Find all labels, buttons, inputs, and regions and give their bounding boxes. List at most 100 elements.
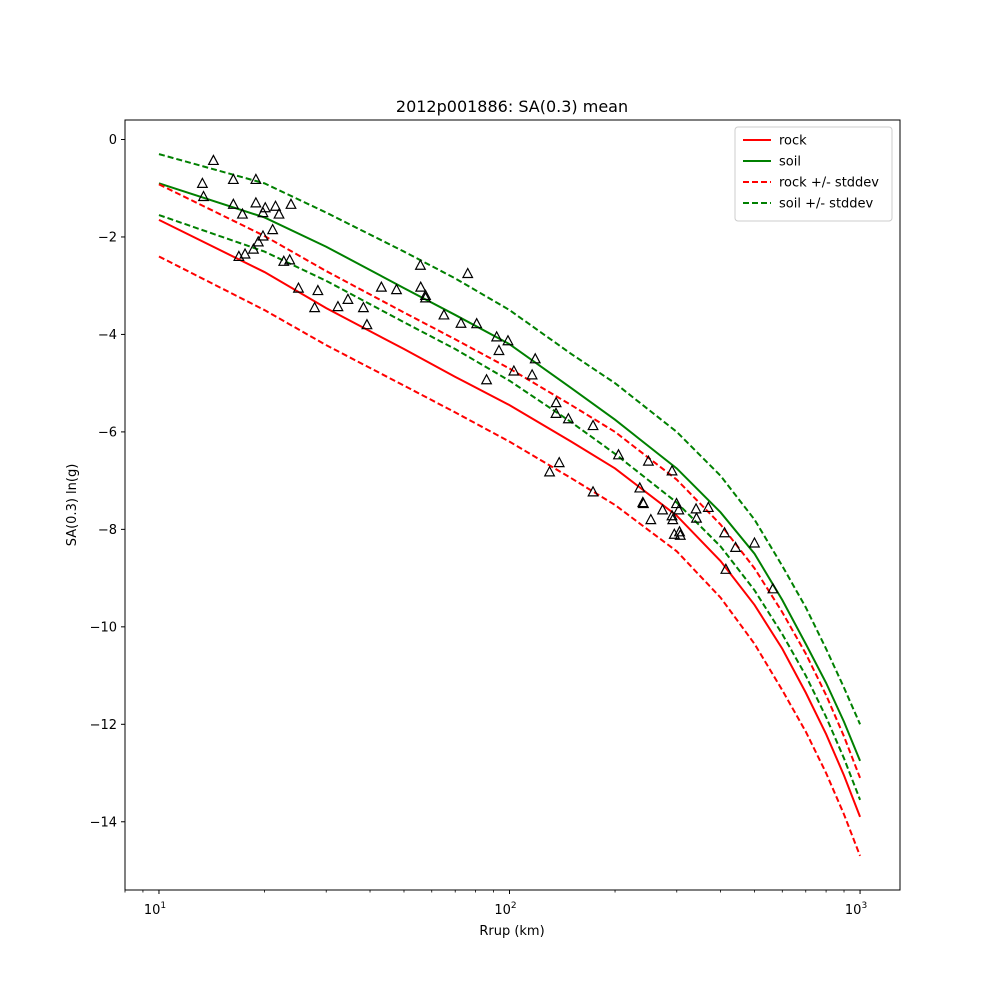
observation-point <box>414 258 427 270</box>
observation-point <box>672 503 685 515</box>
observation-point <box>490 330 503 342</box>
observation-point <box>375 280 388 292</box>
observation-point <box>645 513 657 525</box>
observation-point <box>720 563 732 574</box>
observation-point <box>285 198 297 209</box>
observation-point <box>633 481 646 493</box>
observation-point <box>550 396 562 408</box>
y-tick-label: −8 <box>98 523 117 538</box>
observation-point <box>673 525 686 537</box>
observation-point <box>236 207 249 219</box>
observation-point <box>666 509 678 521</box>
y-tick-label: −12 <box>90 718 117 733</box>
observation-point <box>529 352 542 364</box>
observation-point <box>543 465 556 477</box>
observation-point <box>674 528 687 540</box>
observation-point <box>612 448 625 460</box>
legend-box <box>734 126 893 222</box>
observation-point <box>269 199 282 211</box>
observation-point <box>419 289 432 301</box>
observation-point <box>702 501 715 513</box>
y-tick-label: −14 <box>90 815 117 830</box>
observation-point <box>196 177 209 188</box>
observation-point <box>308 301 321 313</box>
observation-point <box>207 154 220 166</box>
observation-point <box>312 284 324 296</box>
x-axis-label: Rrup (km) <box>479 924 544 939</box>
observation-point <box>332 300 344 312</box>
chart-title: 2012p001886: SA(0.3) mean <box>396 97 628 116</box>
observation-point <box>666 513 679 525</box>
observation-point <box>250 173 262 185</box>
observation-point <box>227 173 240 185</box>
plot-frame <box>124 119 901 891</box>
observation-point <box>470 317 483 329</box>
plot-content <box>158 153 861 857</box>
observation-point <box>257 206 269 218</box>
observation-point <box>414 280 427 292</box>
observation-point <box>266 223 279 235</box>
y-tick-label: −10 <box>90 620 117 635</box>
observation-point <box>390 283 403 295</box>
observation-point <box>247 242 260 254</box>
x-tick-label: 103 <box>845 901 867 918</box>
observation-point <box>508 364 520 376</box>
series-line-1 <box>158 182 861 762</box>
observation-point <box>718 526 731 538</box>
observation-point <box>233 250 245 262</box>
observation-point <box>252 235 265 247</box>
observation-point <box>690 511 703 523</box>
legend-label: rock +/- stddev <box>779 176 879 191</box>
observation-point <box>342 293 354 304</box>
series-line-3 <box>158 183 861 779</box>
observation-point <box>361 318 373 330</box>
observation-point <box>668 527 681 539</box>
observation-point <box>292 281 305 293</box>
series-line-5 <box>158 153 861 725</box>
observation-point <box>283 253 296 265</box>
observation-point <box>239 247 251 259</box>
observation-point <box>642 454 655 466</box>
observation-point <box>197 190 210 202</box>
observation-point <box>493 344 505 356</box>
axes: 0 −2 −4 −6 −8 −10 −12 −14 101 102 103 <box>90 133 868 918</box>
observation-point <box>587 419 599 431</box>
observation-point <box>455 316 467 328</box>
y-tick-label: −6 <box>98 425 117 440</box>
observation-point <box>357 301 370 313</box>
legend-label: soil <box>779 155 801 170</box>
legend-label: soil +/- stddev <box>779 197 874 212</box>
observation-point <box>257 229 269 241</box>
observation-point <box>670 497 683 509</box>
observation-point <box>461 267 474 279</box>
observation-point <box>480 373 493 385</box>
y-tick-label: −4 <box>98 328 117 343</box>
legend-label: rock <box>779 134 807 149</box>
observation-point <box>227 198 240 209</box>
x-tick-label: 102 <box>494 901 516 918</box>
y-axis-label: SA(0.3) ln(g) <box>65 464 80 547</box>
observation-point <box>748 536 761 548</box>
observation-point <box>729 541 742 553</box>
observation-point <box>438 308 450 320</box>
observation-point <box>419 291 432 303</box>
observation-point <box>656 503 669 515</box>
plot-area <box>158 153 861 857</box>
observation-point <box>526 368 538 380</box>
observation-point <box>553 456 566 468</box>
observation-point <box>562 412 575 424</box>
y-tick-label: 0 <box>109 133 117 148</box>
observation-point <box>587 485 599 497</box>
observation-point <box>666 464 678 476</box>
observation-point <box>250 196 262 208</box>
observation-point <box>550 407 562 418</box>
observation-point <box>502 334 514 346</box>
x-tick-label: 101 <box>144 901 166 918</box>
y-tick-label: −2 <box>98 230 117 245</box>
observation-point <box>767 582 779 594</box>
legend: rock soil rock +/- stddev soil +/- stddev <box>734 126 893 222</box>
series-line-2 <box>158 255 861 857</box>
observation-point <box>637 497 650 509</box>
observation-point <box>273 207 285 219</box>
